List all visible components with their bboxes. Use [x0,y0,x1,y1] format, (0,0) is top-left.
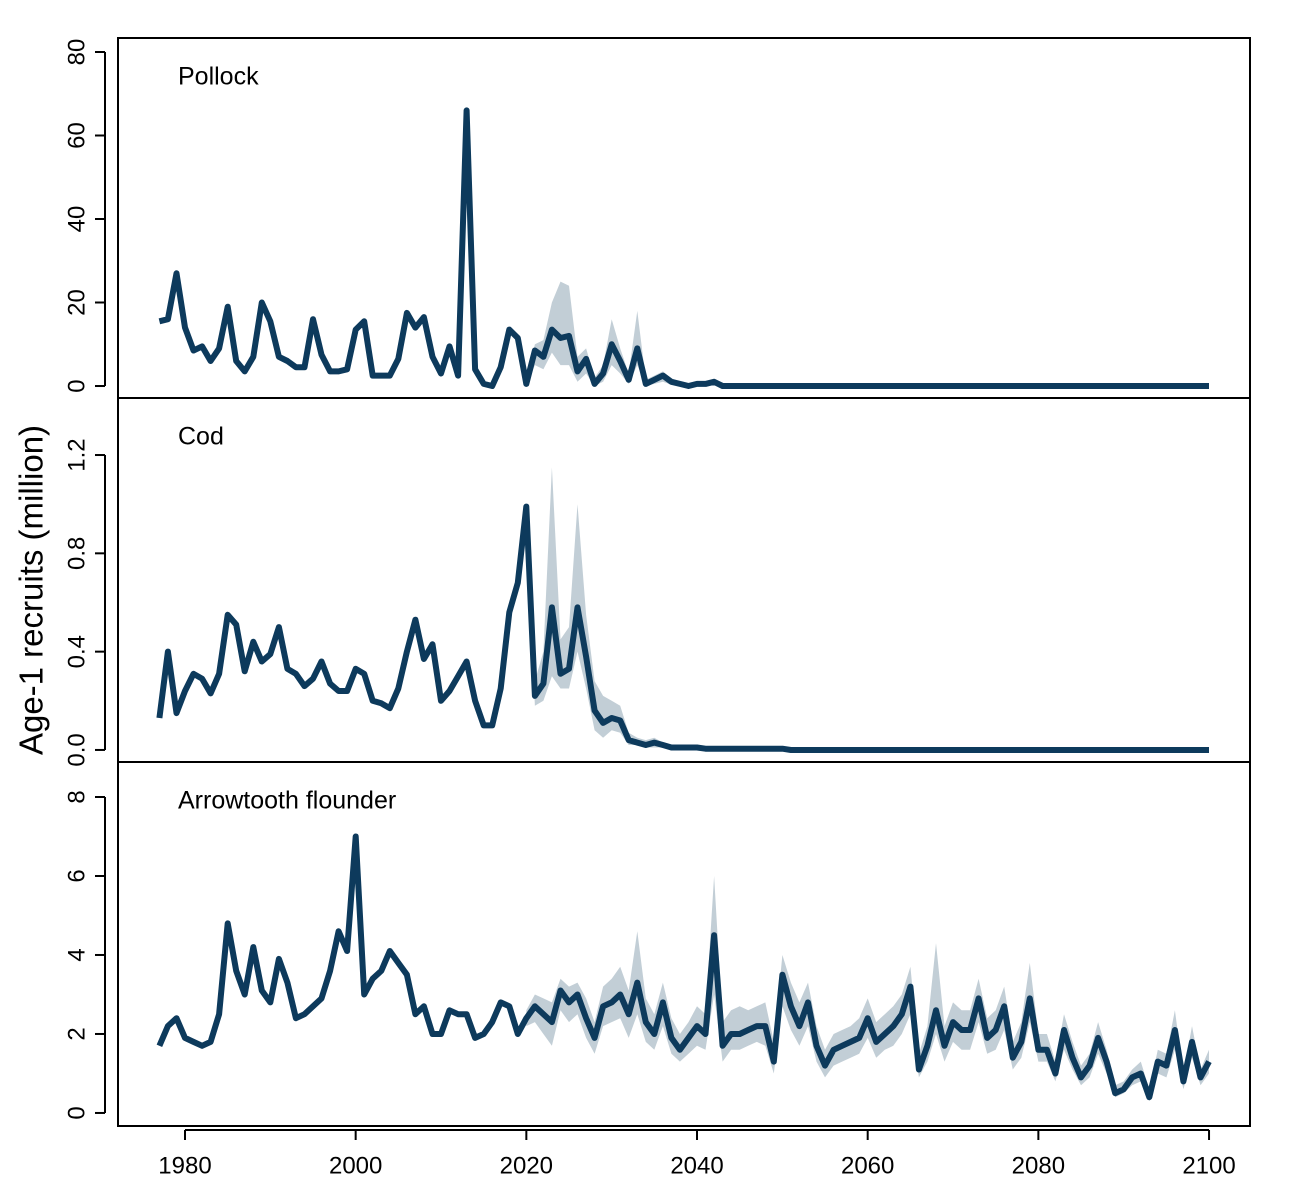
series-line [156,503,1209,753]
y-tick-label: 0.4 [63,635,90,668]
series-line [158,107,1209,389]
x-tick-label: 1980 [158,1152,211,1179]
y-tick-label: 20 [63,289,90,316]
panel-frame [117,761,1251,1127]
x-tick-label: 2060 [841,1152,894,1179]
y-tick-label: 40 [63,206,90,233]
y-axis-label: Age-1 recruits (million) [13,425,50,755]
x-tick-label: 2020 [500,1152,553,1179]
y-tick-label: 60 [63,122,90,149]
y-tick-label: 1.2 [63,438,90,471]
x-tick-label: 2100 [1182,1152,1235,1179]
panel-title: Cod [178,423,224,451]
y-tick-label: 0 [63,1106,90,1119]
y-tick-label: 0.0 [63,733,90,766]
panel-frame [117,397,1251,763]
series-line [156,833,1212,1101]
y-tick-label: 6 [63,869,90,882]
y-tick-label: 4 [63,948,90,961]
panel-title: Arrowtooth flounder [178,787,396,815]
y-tick-label: 80 [63,39,90,66]
y-tick-label: 8 [63,790,90,803]
uncertainty-band [526,467,697,750]
y-tick-label: 0.8 [63,537,90,570]
panel-title: Pollock [178,63,259,91]
x-tick-label: 2000 [329,1152,382,1179]
panel-frame [117,37,1251,399]
x-tick-label: 2040 [670,1152,723,1179]
y-tick-label: 0 [63,379,90,392]
y-tick-label: 2 [63,1027,90,1040]
x-tick-label: 2080 [1012,1152,1065,1179]
